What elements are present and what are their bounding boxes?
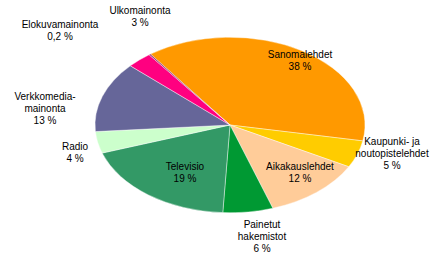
pie — [95, 37, 365, 213]
label-line: Aikakauslehdet — [266, 161, 334, 172]
category-label: Sanomalehdet — [268, 49, 333, 60]
value-label: 12 % — [289, 173, 312, 184]
label-line: noutopistelehdet — [355, 148, 429, 159]
label-line: hakemistot — [238, 231, 287, 242]
label-line: Painetut — [244, 219, 281, 230]
value-label: 38 % — [289, 61, 312, 72]
label-line: Verkkomedia- — [14, 91, 75, 102]
category-label: Radio — [62, 141, 89, 152]
value-label: 3 % — [131, 17, 148, 28]
category-label: Ulkomainonta — [109, 5, 171, 16]
label-line: Televisio — [166, 161, 205, 172]
category-label: Painetuthakemistot — [238, 219, 287, 242]
category-label: Elokuvamainonta — [22, 19, 99, 30]
category-label: Kaupunki- janoutopistelehdet — [355, 136, 429, 159]
label-line: Ulkomainonta — [109, 5, 171, 16]
label-line: Elokuvamainonta — [22, 19, 99, 30]
label-line: Radio — [62, 141, 89, 152]
value-label: 5 % — [383, 160, 400, 171]
value-label: 0,2 % — [47, 31, 73, 42]
category-label: Verkkomedia-mainonta — [14, 91, 75, 114]
label-line: mainonta — [24, 103, 66, 114]
slice — [130, 55, 230, 125]
labels: Sanomalehdet38 % Kaupunki- janoutopistele… — [14, 5, 428, 254]
value-label: 6 % — [253, 243, 270, 254]
category-label: Televisio — [166, 161, 205, 172]
category-label: Aikakauslehdet — [266, 161, 334, 172]
value-label: 13 % — [34, 115, 57, 126]
label-line: Kaupunki- ja — [364, 136, 420, 147]
chart: Sanomalehdet38 % Kaupunki- janoutopistele… — [0, 0, 432, 274]
value-label: 4 % — [66, 153, 83, 164]
label-line: Sanomalehdet — [268, 49, 333, 60]
value-label: 19 % — [174, 173, 197, 184]
slice — [149, 54, 230, 125]
